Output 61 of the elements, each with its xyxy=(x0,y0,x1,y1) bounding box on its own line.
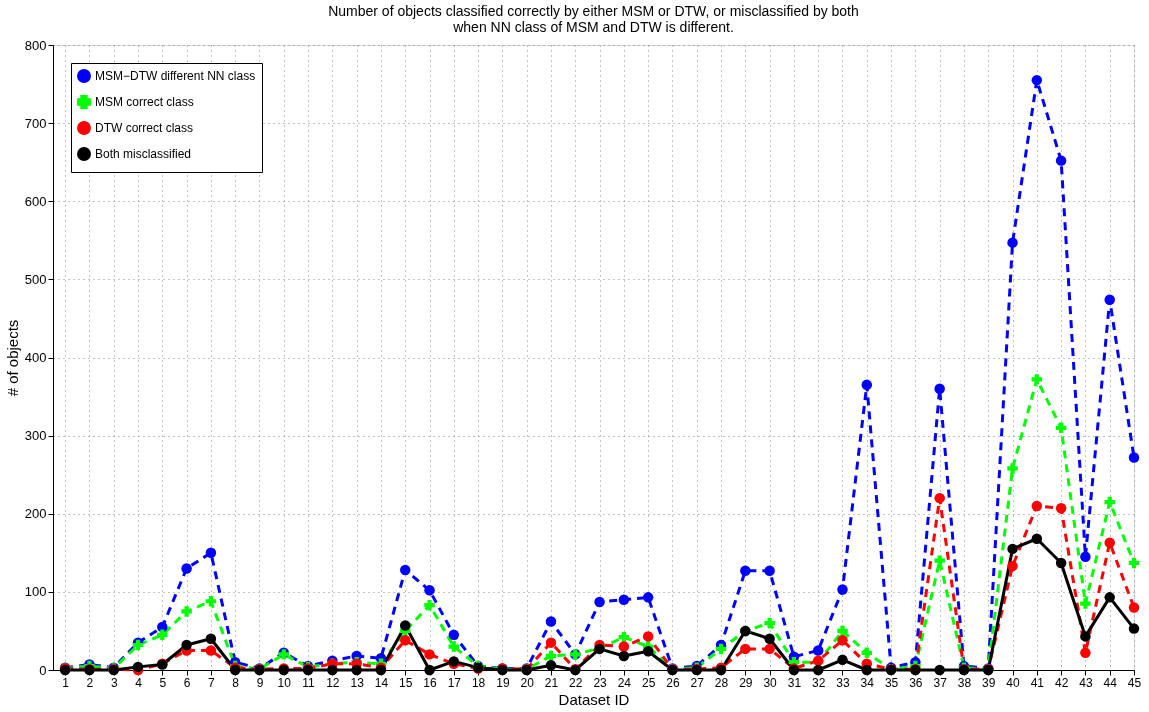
legend-label: Both misclassified xyxy=(95,147,192,161)
x-tick-label: 23 xyxy=(593,675,608,690)
x-tick-label: 30 xyxy=(763,675,778,690)
x-tick-label: 3 xyxy=(110,675,118,690)
x-tick-label: 10 xyxy=(277,675,292,690)
x-tick-label: 5 xyxy=(159,675,167,690)
x-tick-label: 17 xyxy=(447,675,462,690)
x-tick-label: 39 xyxy=(982,675,996,690)
x-tick-label: 13 xyxy=(350,675,365,690)
y-tick-label: 700 xyxy=(24,115,47,131)
x-tick-label: 44 xyxy=(1103,675,1118,690)
x-tick-label: 42 xyxy=(1054,675,1069,690)
x-tick-label: 36 xyxy=(909,675,923,690)
x-tick-label: 28 xyxy=(714,675,729,690)
x-tick-label: 12 xyxy=(326,675,340,690)
x-tick-label: 38 xyxy=(957,675,972,690)
x-tick-label: 26 xyxy=(666,675,680,690)
x-tick-label: 29 xyxy=(739,675,753,690)
x-tick-label: 9 xyxy=(256,675,264,690)
x-tick-label: 34 xyxy=(860,675,875,690)
y-tick-label: 0 xyxy=(39,662,47,678)
x-tick-label: 31 xyxy=(787,675,802,690)
x-tick-label: 22 xyxy=(569,675,583,690)
y-tick-label: 800 xyxy=(24,37,47,53)
x-tick-label: 15 xyxy=(399,675,413,690)
x-tick-label: 43 xyxy=(1079,675,1093,690)
x-tick-label: 6 xyxy=(183,675,191,690)
legend-label: MSM correct class xyxy=(95,95,194,109)
x-tick-label: 8 xyxy=(232,675,240,690)
x-tick-label: 45 xyxy=(1127,675,1142,690)
x-tick-label: 1 xyxy=(62,675,70,690)
y-tick-label: 300 xyxy=(24,428,47,444)
y-tick-label: 100 xyxy=(24,584,47,600)
x-tick-label: 33 xyxy=(836,675,850,690)
x-tick-label: 20 xyxy=(520,675,535,690)
legend-label: DTW correct class xyxy=(95,121,194,135)
x-tick-label: 11 xyxy=(302,675,316,690)
x-axis-title: Dataset ID xyxy=(558,690,630,708)
y-tick-label: 500 xyxy=(24,271,47,287)
x-tick-label: 37 xyxy=(933,675,948,690)
x-tick-label: 41 xyxy=(1030,675,1045,690)
x-tick-label: 19 xyxy=(496,675,510,690)
y-tick-label: 400 xyxy=(24,350,47,365)
y-tick-label: 200 xyxy=(24,506,47,522)
x-tick-label: 21 xyxy=(544,675,559,690)
x-tick-label: 25 xyxy=(641,675,656,690)
x-tick-label: 2 xyxy=(86,675,94,690)
x-tick-label: 27 xyxy=(690,675,705,690)
y-tick-label: 600 xyxy=(24,193,47,209)
x-tick-label: 14 xyxy=(374,675,389,690)
x-tick-label: 18 xyxy=(471,675,486,690)
x-tick-label: 32 xyxy=(812,675,826,690)
legend-label: MSM−DTW different NN class xyxy=(95,69,256,83)
chart-title: Number of objects classified correctly by either MSM or DTW, or misclassified by both when NN class of MSM and DTW is different. xyxy=(328,3,859,35)
y-axis-title: # of objects xyxy=(3,319,21,397)
x-tick-label: 40 xyxy=(1006,675,1021,690)
x-tick-label: 4 xyxy=(135,675,143,690)
x-tick-label: 24 xyxy=(617,675,632,690)
x-tick-label: 35 xyxy=(884,675,899,690)
x-tick-label: 7 xyxy=(208,675,216,690)
x-tick-label: 16 xyxy=(423,675,438,690)
